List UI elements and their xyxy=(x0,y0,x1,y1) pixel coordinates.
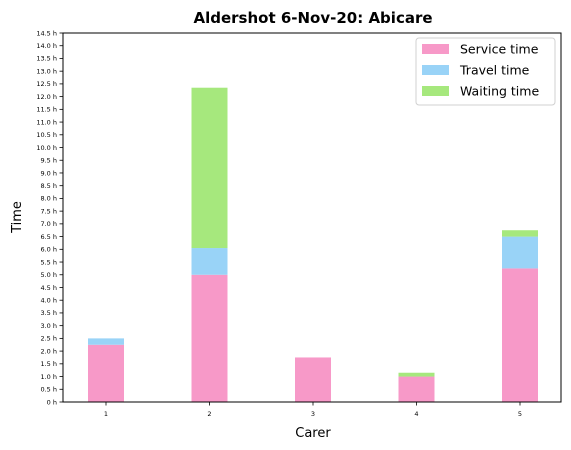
bar-segment xyxy=(398,372,435,377)
y-tick-label: 9.0 h xyxy=(40,169,57,177)
y-tick-label: 4.0 h xyxy=(40,297,57,305)
y-tick-label: 5.5 h xyxy=(40,258,57,266)
bar-segment xyxy=(191,248,228,275)
bar-segment xyxy=(502,236,538,269)
x-tick-label: 1 xyxy=(104,410,108,418)
bar-segment xyxy=(88,338,124,345)
y-tick-label: 8.5 h xyxy=(40,182,57,190)
legend-swatch xyxy=(422,86,449,96)
y-axis-label: Time xyxy=(10,201,25,234)
x-tick-label: 5 xyxy=(518,410,522,418)
y-tick-label: 12.5 h xyxy=(36,80,57,88)
y-tick-label: 3.0 h xyxy=(40,322,57,330)
legend-swatch xyxy=(422,44,449,54)
y-tick-label: 2.5 h xyxy=(40,335,57,343)
x-axis-ticks: 1 2 3 4 5 xyxy=(104,402,522,418)
legend-label: Service time xyxy=(460,42,539,57)
y-axis-ticks: 0 h 0.5 h 1.0 h 1.5 h 2.0 h 2.5 h 3.0 h 3.5 h 4.… xyxy=(36,29,63,406)
y-tick-label: 13.0 h xyxy=(36,67,57,75)
y-tick-label: 10.0 h xyxy=(36,144,57,152)
y-tick-label: 7.0 h xyxy=(40,220,57,228)
y-tick-label: 2.0 h xyxy=(40,347,57,355)
x-tick-label: 2 xyxy=(207,410,211,418)
legend: Service time Travel time Waiting time xyxy=(415,37,556,106)
plot-frame xyxy=(62,32,562,403)
bar-segment xyxy=(502,268,538,402)
x-axis-label: Carer xyxy=(295,426,331,441)
y-tick-label: 13.5 h xyxy=(36,55,57,63)
chart-title: Aldershot 6-Nov-20: Abicare xyxy=(193,9,432,27)
y-tick-label: 14.0 h xyxy=(36,42,57,50)
y-tick-label: 3.5 h xyxy=(40,309,57,317)
y-tick-label: 1.5 h xyxy=(40,360,57,368)
bars-group xyxy=(88,87,538,402)
legend-swatch xyxy=(422,65,449,75)
bar-segment xyxy=(88,344,124,402)
y-tick-label: 0.5 h xyxy=(40,386,57,394)
y-tick-label: 6.0 h xyxy=(40,246,57,254)
y-tick-label: 11.5 h xyxy=(36,106,57,114)
y-tick-label: 12.0 h xyxy=(36,93,57,101)
bar-segment xyxy=(295,357,331,402)
y-tick-label: 4.5 h xyxy=(40,284,57,292)
y-tick-label: 0 h xyxy=(47,398,57,406)
y-tick-label: 5.0 h xyxy=(40,271,57,279)
y-tick-label: 8.0 h xyxy=(40,195,57,203)
y-tick-label: 9.5 h xyxy=(40,157,57,165)
bar-segment xyxy=(191,274,228,402)
y-tick-label: 11.0 h xyxy=(36,118,57,126)
x-tick-label: 4 xyxy=(414,410,418,418)
legend-box xyxy=(415,37,556,106)
x-tick-label: 3 xyxy=(311,410,315,418)
bar-segment xyxy=(191,87,228,249)
legend-label: Waiting time xyxy=(460,84,539,99)
legend-label: Travel time xyxy=(459,63,530,78)
y-tick-label: 10.5 h xyxy=(36,131,57,139)
y-tick-label: 14.5 h xyxy=(36,29,57,37)
y-tick-label: 6.5 h xyxy=(40,233,57,241)
y-tick-label: 1.0 h xyxy=(40,373,57,381)
bar-segment xyxy=(398,376,435,402)
bar-segment xyxy=(502,230,538,237)
y-tick-label: 7.5 h xyxy=(40,207,57,215)
